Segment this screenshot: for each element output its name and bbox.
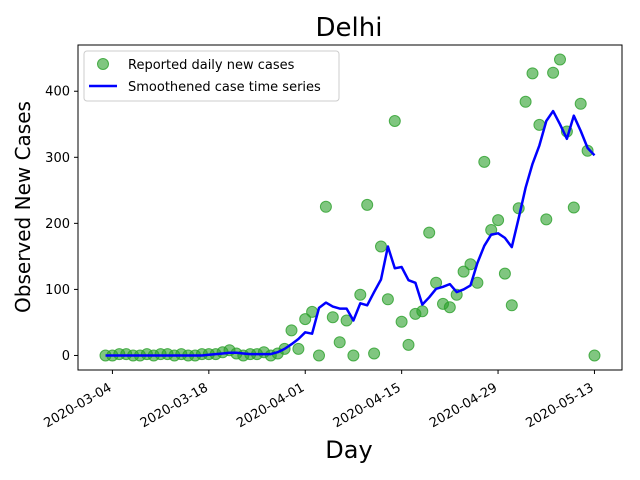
- y-tick-label: 200: [45, 217, 70, 232]
- reported-case-point: [478, 155, 491, 168]
- legend-marker-reported: [97, 58, 109, 70]
- reported-case-point: [588, 349, 601, 362]
- reported-case-point: [333, 336, 346, 349]
- reported-case-point: [388, 115, 401, 127]
- reported-case-point: [547, 66, 560, 79]
- legend-box: [83, 50, 340, 102]
- reported-case-point: [299, 313, 312, 326]
- reported-case-point: [361, 198, 374, 211]
- reported-case-point: [285, 324, 298, 337]
- reported-case-point: [313, 349, 325, 362]
- reported-case-point: [375, 240, 387, 253]
- legend-label-smoothened: Smoothened case time series: [128, 80, 321, 95]
- reported-case-point: [464, 258, 477, 271]
- x-axis-title: Day: [325, 436, 372, 464]
- reported-case-point: [368, 347, 381, 360]
- reported-case-point: [574, 97, 587, 110]
- chart-title: Delhi: [316, 13, 383, 43]
- reported-case-point: [402, 338, 415, 351]
- reported-case-point: [554, 53, 566, 66]
- reported-case-point: [319, 200, 332, 213]
- smoothened-series-line: [105, 109, 596, 357]
- reported-case-point: [347, 349, 360, 362]
- y-axis-title: Observed New Cases: [11, 101, 35, 313]
- reported-case-point: [498, 267, 511, 280]
- reported-case-point: [354, 288, 367, 301]
- y-tick-label: 400: [45, 85, 70, 100]
- reported-case-point: [492, 214, 505, 227]
- y-tick-label: 100: [45, 283, 70, 298]
- reported-case-point: [326, 311, 339, 324]
- reported-case-point: [505, 299, 518, 312]
- plot-frame: [77, 44, 623, 371]
- y-axis: 0 100 200 300 400: [45, 85, 78, 364]
- reported-case-point: [540, 213, 553, 226]
- plot-marks: [99, 53, 601, 362]
- reported-case-point: [292, 342, 305, 355]
- reported-case-point: [443, 301, 456, 314]
- reported-case-point: [567, 201, 580, 214]
- reported-case-point: [526, 67, 539, 80]
- reported-case-point: [423, 226, 436, 239]
- reported-case-point: [395, 315, 408, 328]
- legend-label-reported: Reported daily new cases: [128, 58, 295, 73]
- y-tick-label: 0: [62, 349, 70, 364]
- reported-case-point: [519, 95, 532, 108]
- reported-case-point: [416, 305, 429, 318]
- y-tick-label: 300: [45, 151, 70, 166]
- reported-case-point: [457, 265, 470, 278]
- legend: Reported daily new cases Smoothened case…: [83, 50, 340, 102]
- reported-case-point: [381, 293, 394, 306]
